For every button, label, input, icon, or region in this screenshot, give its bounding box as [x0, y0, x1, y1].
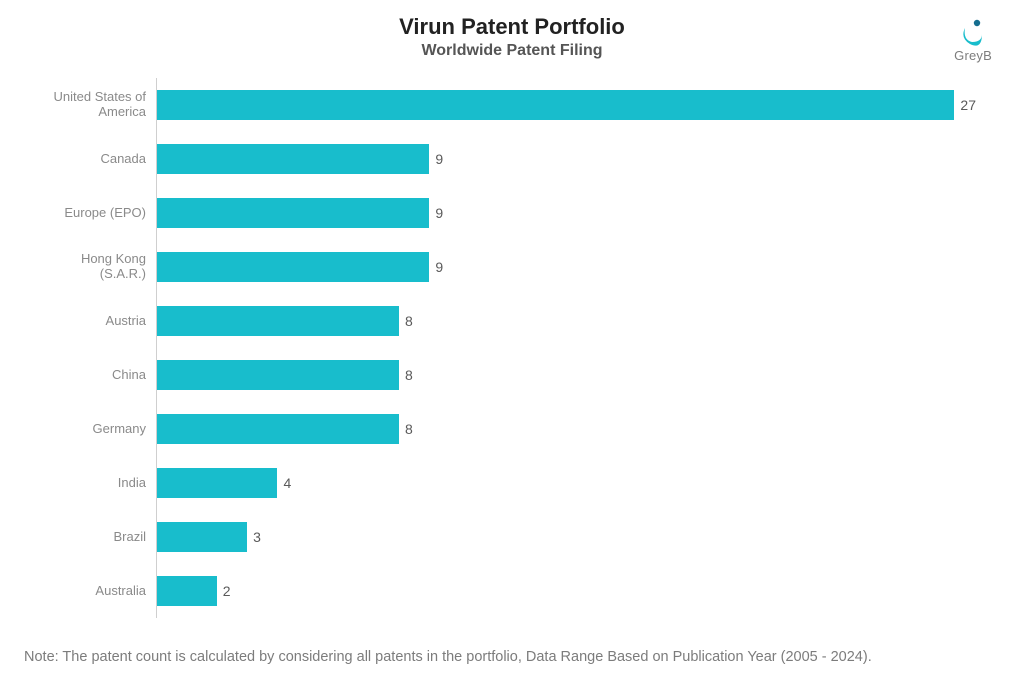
axis-line	[156, 564, 157, 618]
bar	[156, 414, 399, 444]
bar	[156, 468, 277, 498]
chart-plot-area: United States ofAmerica27Canada9Europe (…	[32, 78, 1000, 618]
chart-subtitle: Worldwide Patent Filing	[24, 42, 1000, 60]
bar-cell: 2	[156, 564, 976, 618]
bar-row: Austria 8	[32, 294, 1000, 348]
bar-cell: 27	[156, 78, 976, 132]
axis-line	[156, 294, 157, 348]
category-label: Australia	[32, 584, 156, 599]
title-block: Virun Patent Portfolio Worldwide Patent …	[24, 14, 1000, 60]
bar	[156, 306, 399, 336]
bar-cell: 3	[156, 510, 976, 564]
bar-cell: 9	[156, 186, 976, 240]
chart-container: GreyB Virun Patent Portfolio Worldwide P…	[0, 0, 1024, 683]
axis-line	[156, 240, 157, 294]
chart-title: Virun Patent Portfolio	[24, 14, 1000, 40]
bar	[156, 360, 399, 390]
bar-row: India 4	[32, 456, 1000, 510]
category-label: India	[32, 476, 156, 491]
bar-row: Hong Kong(S.A.R.) 9	[32, 240, 1000, 294]
bar-row: Canada 9	[32, 132, 1000, 186]
bar	[156, 144, 429, 174]
bar	[156, 90, 954, 120]
axis-line	[156, 402, 157, 456]
category-label: Canada	[32, 152, 156, 167]
bar-row: United States ofAmerica 27	[32, 78, 1000, 132]
axis-line	[156, 456, 157, 510]
bar-row: Brazil 3	[32, 510, 1000, 564]
logo-icon	[958, 18, 988, 48]
bar-value-label: 9	[435, 205, 443, 221]
category-label: Austria	[32, 314, 156, 329]
bar	[156, 198, 429, 228]
axis-line	[156, 186, 157, 240]
logo-text: GreyB	[954, 48, 992, 63]
bar-cell: 4	[156, 456, 976, 510]
bar-value-label: 8	[405, 367, 413, 383]
axis-line	[156, 510, 157, 564]
bar-cell: 9	[156, 240, 976, 294]
axis-line	[156, 132, 157, 186]
bar	[156, 252, 429, 282]
chart-footnote: Note: The patent count is calculated by …	[24, 649, 872, 665]
bar-value-label: 8	[405, 421, 413, 437]
bar-value-label: 9	[435, 151, 443, 167]
bar-cell: 8	[156, 402, 976, 456]
category-label: Brazil	[32, 530, 156, 545]
bar-row: Germany 8	[32, 402, 1000, 456]
bar	[156, 522, 247, 552]
category-label: Germany	[32, 422, 156, 437]
bar-value-label: 4	[283, 475, 291, 491]
bar-value-label: 8	[405, 313, 413, 329]
axis-line	[156, 348, 157, 402]
bar-value-label: 9	[435, 259, 443, 275]
bar-cell: 8	[156, 348, 976, 402]
bar-row: Australia 2	[32, 564, 1000, 618]
bar-value-label: 3	[253, 529, 261, 545]
bar-row: Europe (EPO) 9	[32, 186, 1000, 240]
category-label: Hong Kong(S.A.R.)	[32, 252, 156, 282]
bar	[156, 576, 217, 606]
bar-row: China 8	[32, 348, 1000, 402]
bar-cell: 8	[156, 294, 976, 348]
bar-value-label: 2	[223, 583, 231, 599]
bar-cell: 9	[156, 132, 976, 186]
axis-line	[156, 78, 157, 132]
category-label: United States ofAmerica	[32, 90, 156, 120]
brand-logo: GreyB	[954, 18, 992, 63]
category-label: China	[32, 368, 156, 383]
bar-value-label: 27	[960, 97, 976, 113]
category-label: Europe (EPO)	[32, 206, 156, 221]
